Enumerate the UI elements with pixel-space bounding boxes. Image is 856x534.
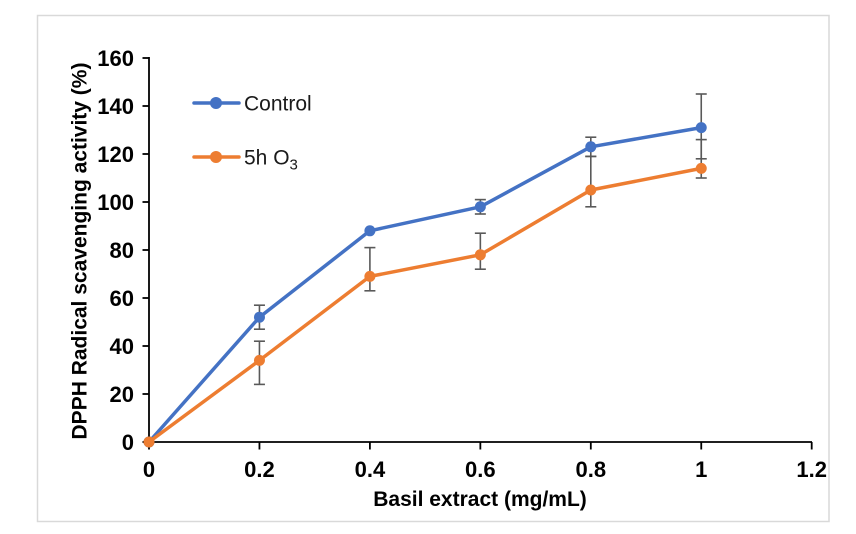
- data-point-marker-0: [364, 225, 376, 237]
- data-point-marker-1: [253, 354, 265, 366]
- x-tick-label: 1: [695, 457, 707, 482]
- legend-swatch-marker-control: [210, 97, 222, 109]
- y-axis-title: DPPH Radical scavenging activity (%): [69, 63, 92, 440]
- data-point-marker-0: [253, 311, 265, 323]
- legend-label-5h-o3-subscript: 3: [290, 157, 298, 174]
- data-point-marker-1: [364, 270, 376, 282]
- chart-frame: [36, 14, 830, 523]
- x-tick-label: 0: [143, 457, 155, 482]
- y-tick-label: 0: [122, 430, 134, 455]
- legend-label-control: Control: [244, 93, 312, 116]
- x-tick-label: 0.6: [465, 457, 496, 482]
- x-tick-label: 0.2: [244, 457, 275, 482]
- data-point-marker-1: [695, 162, 707, 174]
- y-tick-label: 140: [97, 94, 134, 119]
- plot-area: 0 20 40 60 80 100 120 140 160 0 0.2 0.4 0.6 0.8 1 1.2: [97, 46, 827, 482]
- legend: Control 5h O3: [192, 93, 312, 174]
- y-tick-label: 60: [110, 286, 134, 311]
- legend-label-5h-o3-main: 5h O: [244, 147, 290, 170]
- legend-swatch-marker-5h-o3: [210, 151, 222, 163]
- y-tick-label: 100: [97, 190, 134, 215]
- series-line-0: [147, 125, 703, 444]
- data-point-marker-0: [474, 201, 486, 213]
- legend-item-control: Control: [192, 93, 312, 116]
- legend-item-5h-o3: 5h O3: [192, 147, 298, 174]
- data-point-marker-0: [695, 122, 707, 134]
- x-tick-label: 0.4: [355, 457, 386, 482]
- data-point-marker-1: [474, 249, 486, 261]
- y-tick-label: 160: [97, 46, 134, 71]
- series-line-1: [147, 166, 703, 444]
- data-point-marker-0: [585, 141, 597, 153]
- y-tick-label: 20: [110, 382, 134, 407]
- y-tick-label: 40: [110, 334, 134, 359]
- x-tick-label: 0.8: [576, 457, 607, 482]
- legend-label-5h-o3: 5h O3: [244, 147, 298, 174]
- x-tick-label: 1.2: [796, 457, 827, 482]
- data-point-marker-1: [585, 184, 597, 196]
- data-point-marker-1: [143, 436, 155, 448]
- x-axis-title: Basil extract (mg/mL): [373, 488, 587, 511]
- y-tick-label: 120: [97, 142, 134, 167]
- y-tick-label: 80: [110, 238, 134, 263]
